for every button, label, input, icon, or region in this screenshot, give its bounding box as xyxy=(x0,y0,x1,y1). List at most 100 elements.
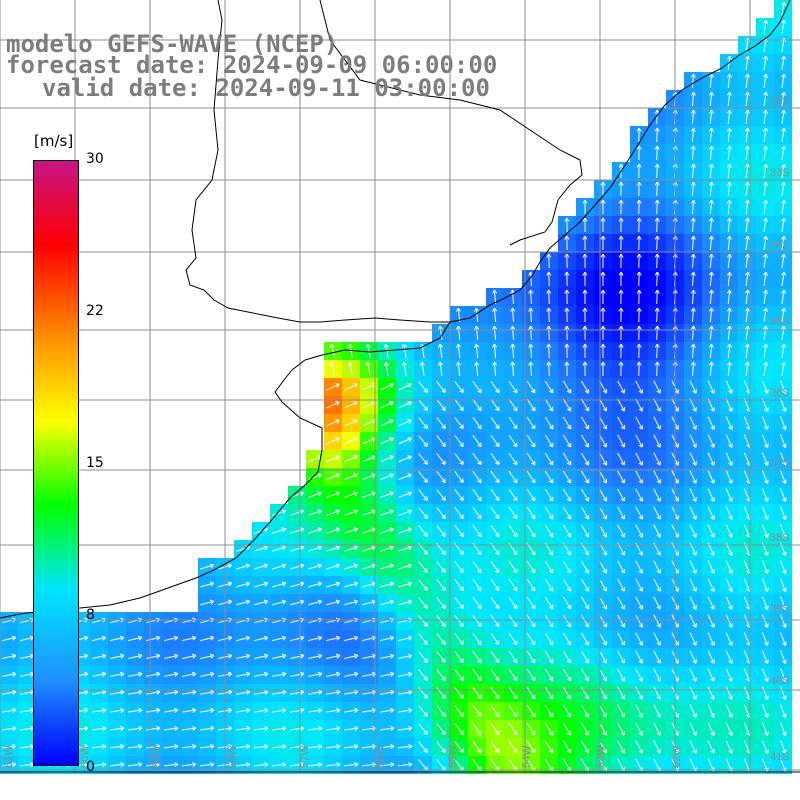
wind-arrow xyxy=(418,687,428,699)
wind-arrow xyxy=(436,471,446,483)
wind-arrow xyxy=(326,563,341,570)
wind-arrow xyxy=(707,488,715,502)
wind-arrow xyxy=(690,343,696,359)
wind-arrow xyxy=(418,399,428,411)
wind-arrow xyxy=(510,325,516,341)
wind-arrow xyxy=(128,671,143,677)
wind-arrow xyxy=(490,740,500,754)
wind-arrow xyxy=(726,109,732,125)
wind-arrow xyxy=(145,744,161,749)
wind-arrow xyxy=(526,488,536,502)
wind-arrow xyxy=(472,651,482,664)
wind-arrow xyxy=(726,199,732,215)
wind-arrow xyxy=(761,398,769,412)
wind-arrow xyxy=(508,452,518,466)
wind-arrow xyxy=(436,453,446,465)
wind-arrow xyxy=(635,452,643,466)
wind-arrow xyxy=(308,689,323,695)
wind-arrow xyxy=(546,307,552,323)
wind-arrow xyxy=(708,127,714,143)
wind-arrow xyxy=(271,762,287,768)
wind-arrow xyxy=(635,578,643,592)
wind-arrow xyxy=(454,615,464,628)
wind-arrow xyxy=(254,599,269,606)
wind-arrow xyxy=(272,563,287,570)
wind-arrow xyxy=(580,488,590,502)
wind-arrow xyxy=(580,722,590,736)
wind-arrow xyxy=(781,127,787,142)
wind-arrow xyxy=(580,506,590,520)
wind-arrow xyxy=(92,707,107,713)
wind-arrow xyxy=(236,725,251,731)
wind-arrow xyxy=(617,416,626,430)
wind-arrow xyxy=(562,596,572,610)
wind-arrow xyxy=(472,687,482,700)
wind-arrow xyxy=(781,325,787,340)
wind-arrow xyxy=(635,434,643,448)
wind-arrow xyxy=(329,361,336,376)
wind-arrow xyxy=(472,471,482,484)
wind-arrow xyxy=(580,434,590,448)
wind-arrow xyxy=(599,650,608,664)
wind-arrow xyxy=(508,668,518,682)
wind-arrow xyxy=(781,289,787,304)
wind-arrow xyxy=(526,380,536,394)
wind-arrow xyxy=(690,253,696,269)
wind-arrow xyxy=(726,91,732,107)
wind-arrow xyxy=(528,325,534,341)
wind-arrow xyxy=(398,491,412,498)
wind-arrow xyxy=(454,579,464,592)
wind-arrow xyxy=(726,127,732,143)
wind-arrow xyxy=(708,289,714,305)
wind-arrow xyxy=(438,343,443,359)
wind-arrow xyxy=(636,127,642,143)
coastline-path xyxy=(319,0,583,246)
wind-arrow xyxy=(564,343,570,359)
wind-arrow xyxy=(618,217,624,233)
wind-arrow xyxy=(600,235,606,251)
wind-arrow xyxy=(398,383,412,391)
wind-arrow xyxy=(761,722,769,736)
wind-arrow xyxy=(617,668,626,682)
wind-arrow xyxy=(490,596,500,610)
wind-arrow xyxy=(544,704,554,718)
wind-arrow xyxy=(761,488,769,502)
wind-arrow xyxy=(526,578,536,592)
wind-arrow xyxy=(546,325,552,341)
wind-arrow xyxy=(454,705,464,718)
wind-arrow xyxy=(544,614,554,628)
wind-arrow xyxy=(308,545,323,552)
wind-arrow xyxy=(182,725,197,731)
wind-arrow xyxy=(490,668,500,682)
wind-arrow xyxy=(564,253,570,269)
wind-arrow xyxy=(438,325,443,341)
longitude-label: 56W xyxy=(375,745,387,768)
wind-arrow xyxy=(635,398,643,412)
wind-arrow xyxy=(544,668,554,682)
wind-arrow xyxy=(326,545,341,552)
wind-arrow xyxy=(781,271,787,286)
wind-arrow xyxy=(398,707,413,713)
wind-arrow xyxy=(636,343,642,359)
wind-arrow xyxy=(546,361,552,377)
wind-arrow xyxy=(326,383,340,391)
wind-arrow xyxy=(780,560,787,574)
wind-arrow xyxy=(365,343,371,358)
wind-arrow xyxy=(708,73,714,89)
wind-arrow xyxy=(582,271,588,287)
wind-arrow xyxy=(308,725,323,731)
wind-arrow xyxy=(326,437,340,445)
wind-arrow xyxy=(635,650,643,664)
wind-arrow xyxy=(398,545,413,552)
wind-arrow xyxy=(780,686,787,700)
wind-arrow xyxy=(763,271,769,286)
wind-arrow xyxy=(726,163,732,179)
wind-arrow xyxy=(781,307,787,322)
wind-arrow xyxy=(544,398,554,412)
wind-arrow xyxy=(490,416,500,430)
wind-arrow xyxy=(726,289,732,305)
wind-arrow xyxy=(418,507,428,519)
wind-arrow xyxy=(2,725,17,731)
wind-arrow xyxy=(745,307,750,323)
